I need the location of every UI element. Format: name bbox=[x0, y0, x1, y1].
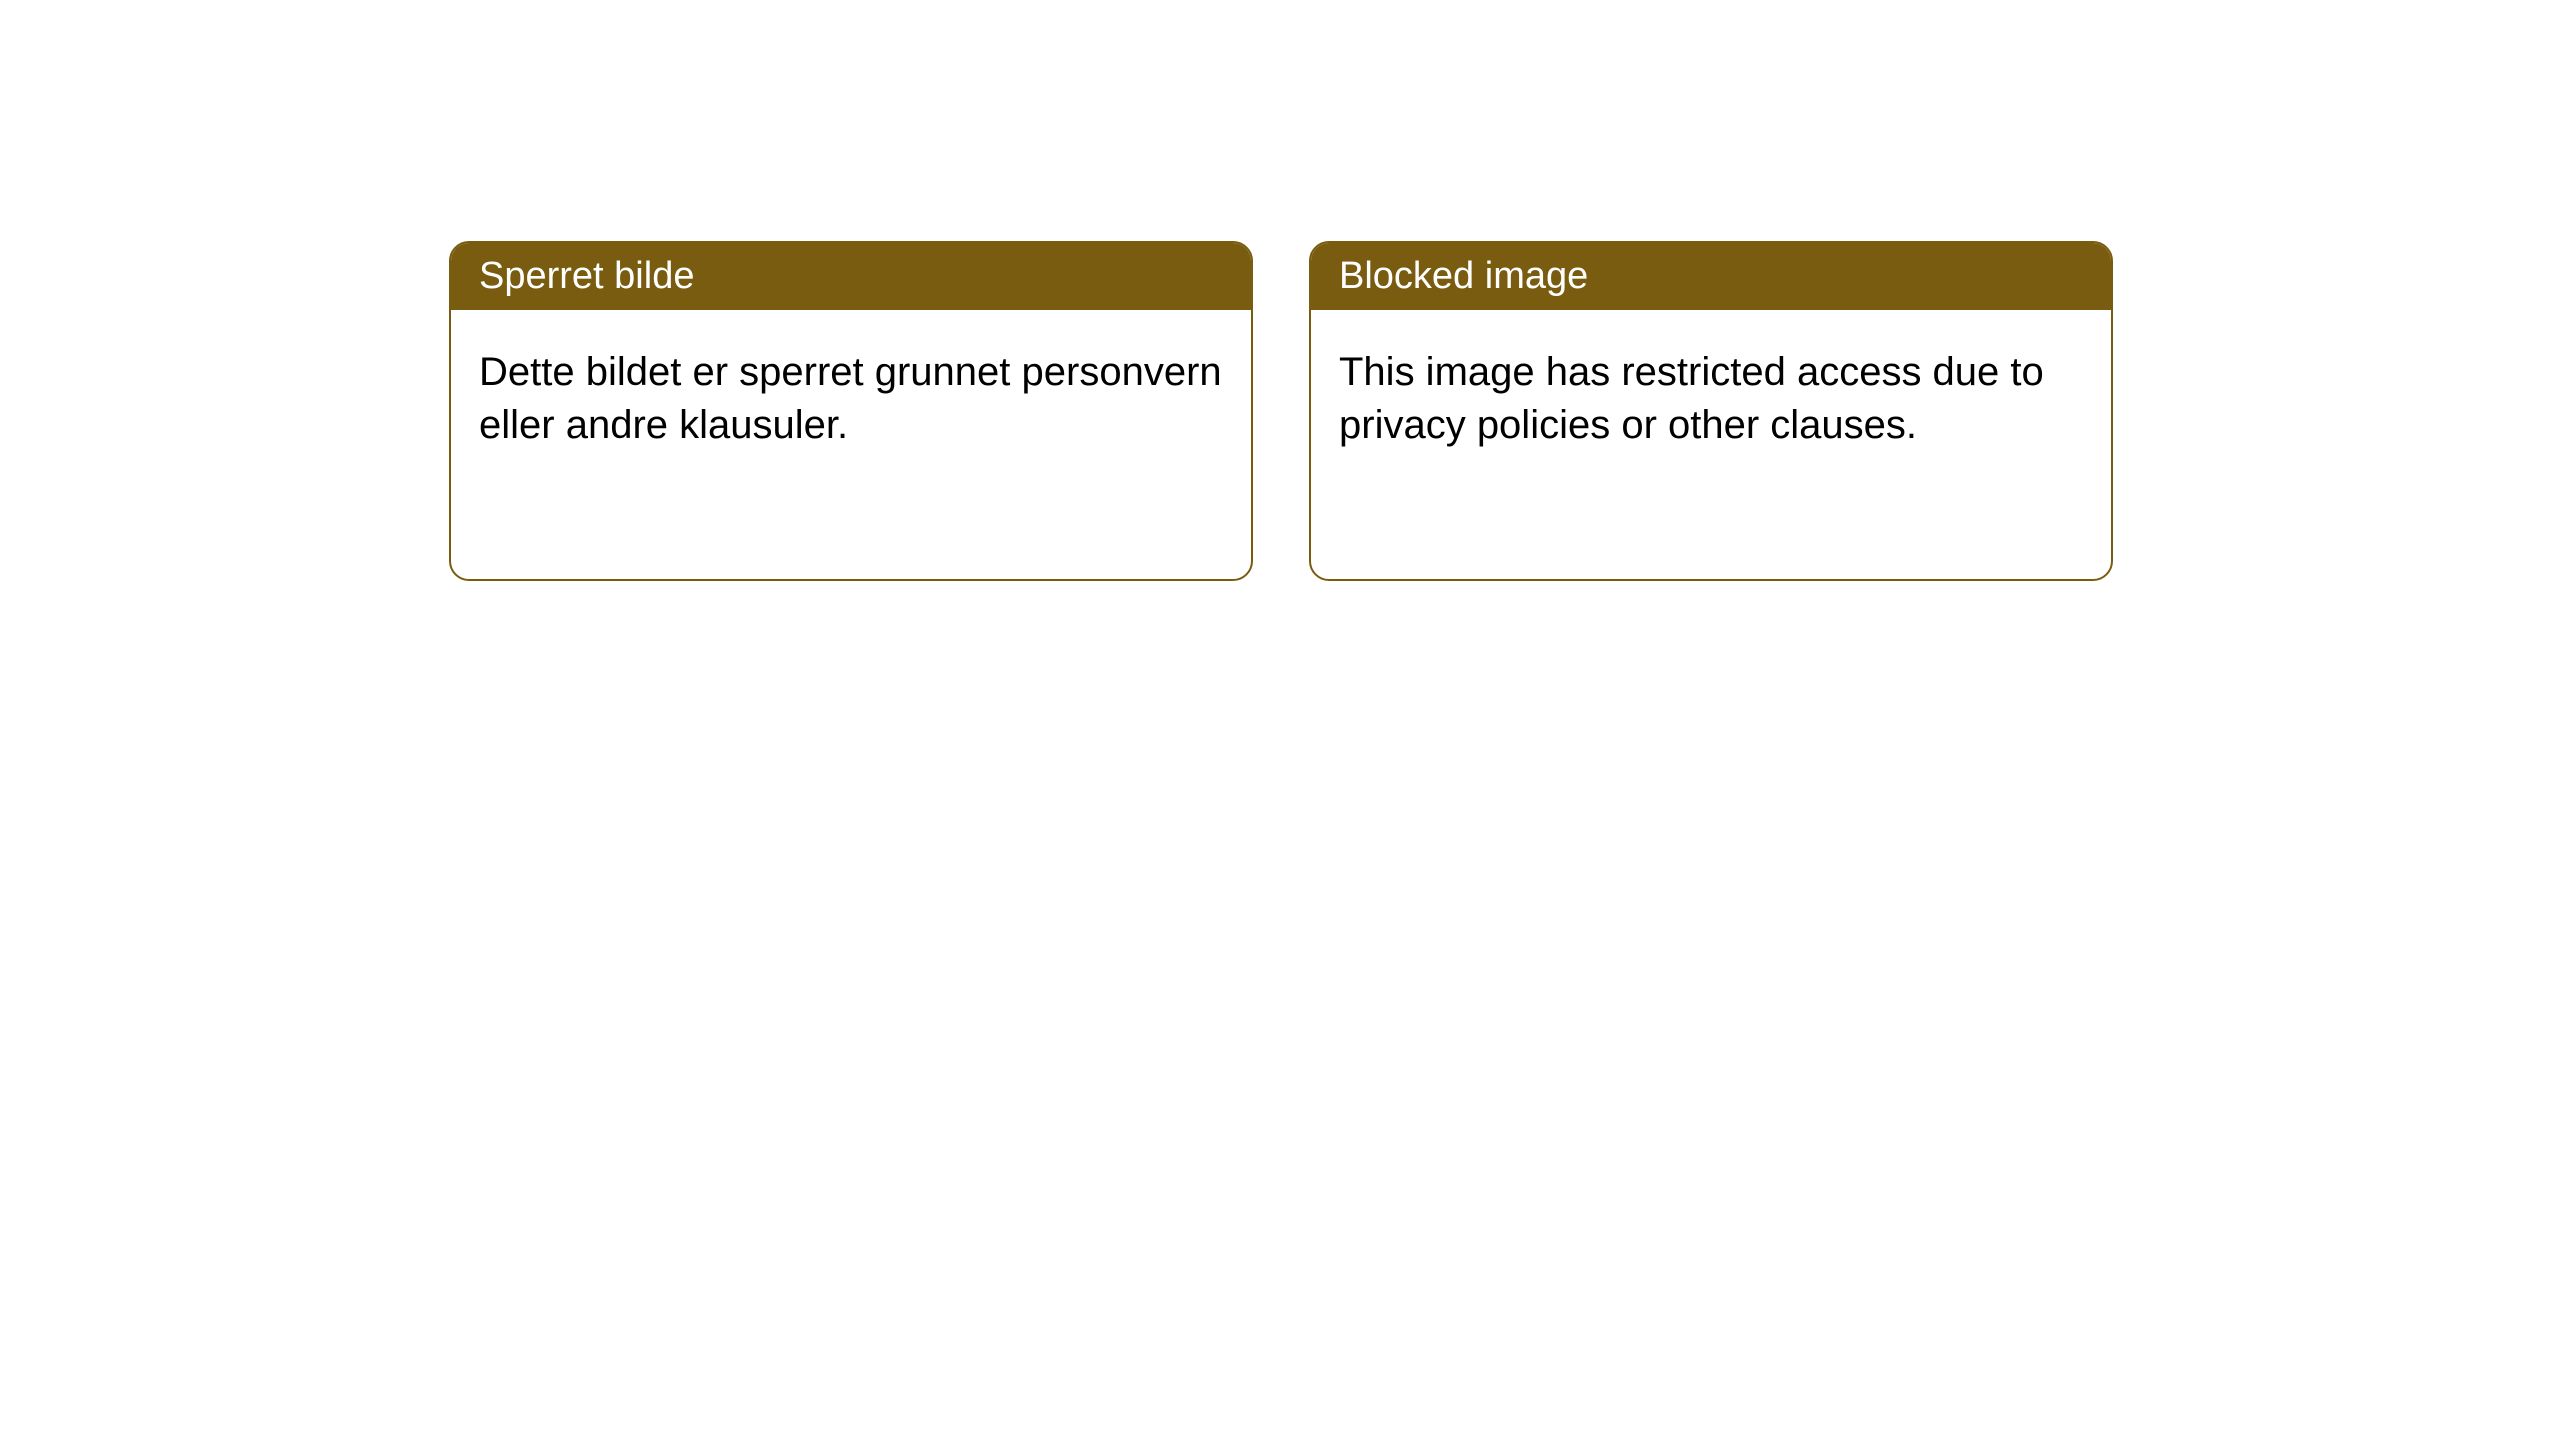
notice-header-en: Blocked image bbox=[1311, 243, 2111, 310]
notice-body-en: This image has restricted access due to … bbox=[1311, 310, 2111, 488]
notice-body-no: Dette bildet er sperret grunnet personve… bbox=[451, 310, 1251, 488]
notice-card-no: Sperret bilde Dette bildet er sperret gr… bbox=[449, 241, 1253, 581]
notice-text: Dette bildet er sperret grunnet personve… bbox=[479, 350, 1222, 447]
notice-header-no: Sperret bilde bbox=[451, 243, 1251, 310]
notice-text: This image has restricted access due to … bbox=[1339, 350, 2044, 447]
notice-card-en: Blocked image This image has restricted … bbox=[1309, 241, 2113, 581]
notice-container: Sperret bilde Dette bildet er sperret gr… bbox=[449, 241, 2113, 581]
notice-title: Blocked image bbox=[1339, 255, 1588, 297]
notice-title: Sperret bilde bbox=[479, 255, 694, 297]
